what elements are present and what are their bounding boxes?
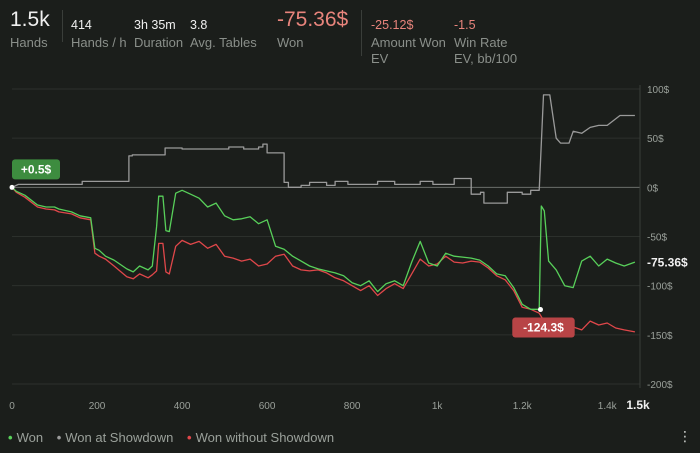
stat-avg-tables: 3.8 Avg. Tables (190, 8, 257, 51)
legend-label: Won at Showdown (65, 430, 174, 445)
legend-label: Won without Showdown (195, 430, 335, 445)
stats-bar: 1.5k Hands 414 Hands / h 3h 35m Duration… (0, 0, 700, 78)
stat-value: 1.5k (10, 8, 50, 31)
stat-divider (361, 10, 362, 56)
x-tick-label: 800 (344, 401, 361, 412)
stat-label: Won (277, 35, 304, 50)
legend-dot: • (56, 430, 62, 445)
stat-label: Duration (134, 35, 184, 50)
x-tick-label: 1.4k (598, 401, 618, 412)
x-tick-label: 200 (89, 401, 106, 412)
more-options-icon[interactable]: ⋮ (678, 428, 692, 444)
stat-divider (62, 10, 63, 42)
annotation-point (9, 184, 15, 190)
stat-label: Amount Won EV (371, 35, 446, 66)
series-line-won-without-showdown (11, 186, 636, 333)
y-tick-label: -100$ (647, 282, 673, 293)
legend-dot: • (187, 430, 192, 445)
stat-hands-per-hour: 414 Hands / h (71, 8, 127, 51)
y-tick-label: -200$ (647, 380, 673, 391)
y-tick-label: 50$ (647, 134, 664, 145)
y-tick-label: 0$ (647, 183, 659, 194)
stat-value: -25.12$ (371, 18, 414, 32)
x-tick-label: 0 (9, 401, 15, 412)
profit-chart[interactable]: 100$ 50$ 0$ -50$ -100$ -150$ -200$ 0 200 400 600 80… (0, 82, 700, 422)
y-tick-label: -150$ (647, 331, 673, 342)
stat-won: -75.36$ Won (277, 8, 348, 51)
stat-amount-won-ev: -25.12$ Amount Won EV (371, 8, 449, 67)
end-value-label: -75.36$ (647, 255, 688, 269)
stat-label: Hands / h (71, 35, 127, 50)
annotation-badge (512, 317, 575, 338)
stat-value: 3h 35m (134, 18, 176, 32)
x-tick-label: 1k (432, 401, 444, 412)
stat-label: Win Rate EV, bb/100 (454, 35, 518, 66)
annotation-label: +0.5$ (21, 162, 52, 176)
stat-value: 3.8 (190, 18, 208, 32)
stat-value: -1.5 (454, 18, 476, 32)
chart-legend: • Won • Won at Showdown • Won without Showd… (8, 430, 344, 445)
y-tick-label: 100$ (647, 85, 670, 96)
stat-win-rate-ev: -1.5 Win Rate EV, bb/100 (454, 8, 526, 67)
annotation-label: -124.3$ (523, 321, 564, 335)
x-tick-label: 600 (259, 401, 276, 412)
x-tick-label: 400 (174, 401, 191, 412)
annotation-point (537, 307, 543, 313)
legend-item-won-without-showdown[interactable]: • Won without Showdown (187, 430, 334, 445)
x-tick-label: 1.2k (513, 401, 533, 412)
stat-hands: 1.5k Hands (10, 8, 50, 51)
y-tick-label: -50$ (647, 233, 667, 244)
x-tick-label: 1.5k (626, 398, 650, 412)
legend-item-won-at-showdown[interactable]: • Won at Showdown (57, 430, 177, 445)
stat-label: Hands (10, 35, 48, 50)
series-line-won-at-showdown (11, 94, 635, 204)
legend-dot: • (8, 430, 13, 445)
stat-duration: 3h 35m Duration (134, 8, 183, 51)
legend-item-won[interactable]: • Won (8, 430, 47, 445)
legend-label: Won (16, 430, 44, 445)
series-line-won (11, 186, 636, 310)
stat-value: -75.36$ (277, 8, 349, 31)
annotation-badge (12, 159, 60, 180)
stat-label: Avg. Tables (190, 35, 257, 50)
stat-value: 414 (71, 18, 92, 32)
